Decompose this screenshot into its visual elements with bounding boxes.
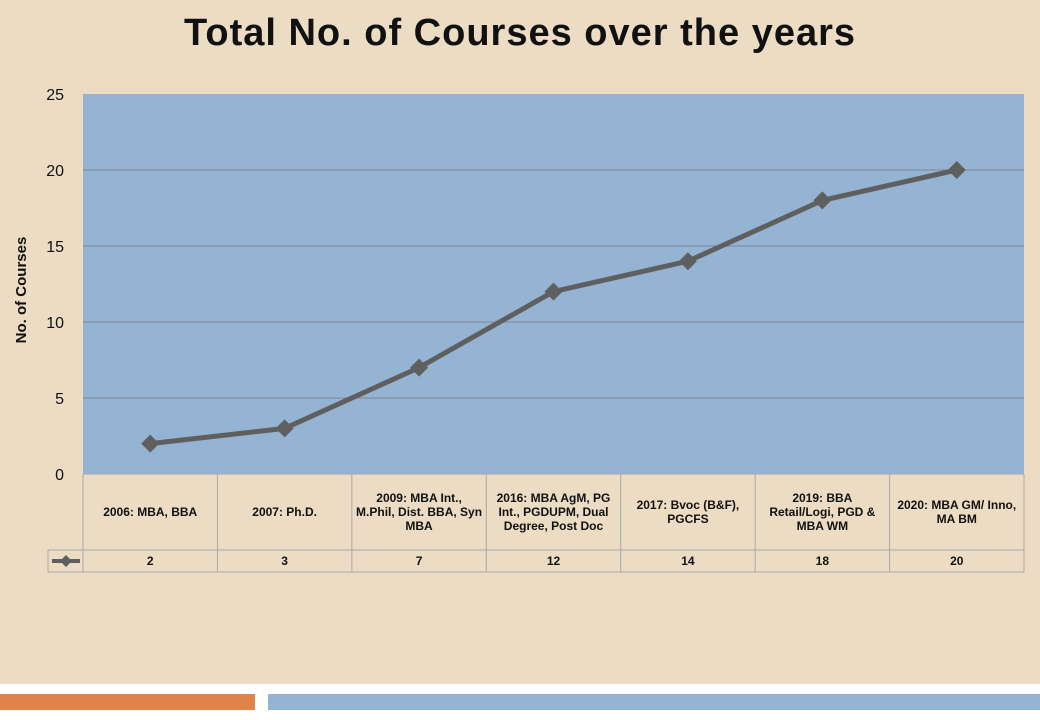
- legend-key: [52, 555, 80, 567]
- data-value-label: 12: [546, 554, 561, 568]
- data-value-label: 14: [681, 554, 695, 568]
- data-point-marker: [813, 191, 832, 210]
- data-point-marker: [947, 161, 966, 179]
- y-tick-label: 10: [46, 315, 64, 332]
- legend-marker: [60, 555, 72, 567]
- y-tick-label: 5: [55, 391, 64, 408]
- category-label: 2009: MBA Int., M.Phil, Dist. BBA, Syn M…: [356, 491, 483, 533]
- data-value-label: 20: [950, 554, 964, 568]
- line-chart: 0 5 10 15 20 25 No. of Courses: [13, 87, 1025, 573]
- data-point-marker: [678, 252, 697, 271]
- data-value-label: 3: [281, 554, 288, 568]
- y-axis-label: No. of Courses: [13, 237, 30, 344]
- y-axis-ticks: 0 5 10 15 20 25: [46, 87, 64, 484]
- chart-title: Total No. of Courses over the years: [183, 12, 857, 54]
- data-value-label: 18: [815, 554, 830, 568]
- category-label: 2006: MBA, BBA: [103, 505, 198, 519]
- category-label: 2019: BBA Retail/Logi, PGD & MBA WM: [769, 491, 876, 533]
- data-table-grid: [47, 473, 1025, 573]
- category-label: 2007: Ph.D.: [252, 505, 317, 519]
- y-tick-label: 15: [46, 239, 64, 256]
- data-value-label: 7: [415, 554, 423, 568]
- category-label: 2017: Bvoc (B&F), PGCFS: [636, 498, 740, 526]
- gridlines: [83, 169, 1024, 399]
- category-label: 2016: MBA AgM, PG Int., PGDUPM, Dual Deg…: [496, 491, 611, 533]
- data-point-marker: [410, 358, 429, 377]
- footer-accent-blue: [268, 694, 1040, 710]
- footer-accent-orange: [0, 694, 255, 710]
- data-point-marker: [544, 282, 563, 301]
- y-tick-label: 0: [55, 467, 64, 484]
- series-line-group: [141, 161, 966, 453]
- data-value-label: 2: [146, 554, 154, 568]
- y-tick-label: 25: [46, 87, 64, 104]
- data-point-marker: [141, 434, 160, 453]
- y-tick-label: 20: [46, 163, 64, 180]
- data-point-marker: [275, 419, 294, 438]
- category-label: 2020: MBA GM/ Inno, MA BM: [897, 498, 1017, 526]
